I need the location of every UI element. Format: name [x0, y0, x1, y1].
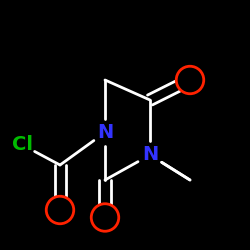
Text: N: N [142, 146, 158, 165]
Text: N: N [97, 123, 113, 142]
Text: Cl: Cl [12, 136, 33, 154]
